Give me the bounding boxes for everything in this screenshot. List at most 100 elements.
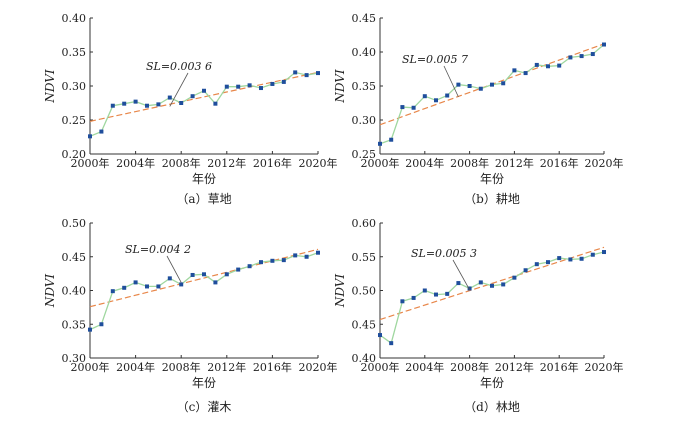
data-point [304, 73, 309, 78]
data-point [281, 79, 286, 84]
data-point [389, 137, 394, 142]
x-tick-label: 2012年 [495, 156, 534, 170]
y-tick-label: 0.25 [352, 148, 377, 161]
trend-line [379, 246, 605, 321]
y-tick-label: 0.60 [352, 217, 377, 230]
x-tick-label: 2004年 [116, 156, 155, 170]
data-point [259, 260, 263, 265]
data-point [202, 272, 206, 277]
y-axis-title: NDVI [43, 69, 57, 104]
y-tick-label: 0.45 [62, 251, 87, 264]
data-point [316, 71, 320, 76]
data-point [456, 82, 461, 87]
data-point [557, 63, 562, 68]
data-point [467, 84, 472, 88]
x-tick-label: 2000年 [361, 360, 400, 374]
x-tick-label: 2020年 [299, 360, 338, 374]
data-point [304, 254, 309, 259]
slope-annotation: SL=0.003 6 [146, 60, 212, 73]
data-point [534, 262, 539, 267]
data-point [400, 299, 405, 304]
data-point [213, 101, 218, 106]
x-tick-label: 2016年 [540, 360, 579, 374]
data-point [133, 280, 138, 285]
annotation-leader [166, 255, 182, 283]
data-point [293, 70, 298, 75]
data-point [512, 275, 517, 280]
data-point [293, 253, 298, 258]
x-tick-label: 2016年 [253, 156, 292, 170]
x-tick-label: 2012年 [207, 360, 246, 374]
y-tick-label: 0.30 [352, 114, 377, 127]
data-point [579, 54, 584, 59]
data-point [145, 103, 149, 108]
data-point [422, 94, 427, 99]
y-tick-label: 0.30 [62, 352, 87, 365]
data-point [259, 86, 263, 91]
data-point [523, 71, 528, 76]
chart-panel-1: 0.20 0.25 0.30 0.35 0.40 2000年 2004年 2008年 2012年… [43, 12, 338, 206]
x-axis-title: 年份 [480, 172, 504, 186]
series-line [89, 252, 319, 331]
y-axis-title: NDVI [333, 69, 347, 104]
data-point [434, 292, 438, 297]
data-point [145, 284, 149, 289]
y-tick-label: 0.35 [62, 46, 87, 59]
x-axis-title: 年份 [480, 376, 504, 390]
data-point [190, 272, 195, 277]
data-point [445, 93, 450, 98]
chart-panel-3: 0.30 0.35 0.40 0.45 0.50 2000年 2004年 2008年 2012年… [43, 217, 338, 414]
data-point [202, 88, 206, 93]
data-point [88, 327, 92, 332]
data-point [378, 141, 382, 146]
y-tick-label: 0.40 [62, 285, 87, 298]
x-axis-title: 年份 [192, 376, 216, 390]
data-point [501, 282, 506, 287]
x-tick-label: 2008年 [450, 156, 489, 170]
data-point [122, 285, 127, 290]
data-point [557, 256, 562, 261]
y-tick-label: 0.40 [352, 352, 377, 365]
data-point [400, 105, 405, 110]
data-point [316, 250, 320, 255]
data-point [156, 284, 161, 289]
slope-annotation: SL=0.004 2 [125, 243, 191, 256]
data-point [568, 257, 573, 262]
data-point [467, 286, 472, 291]
data-point [411, 295, 416, 300]
data-point [378, 333, 382, 338]
x-axis-title: 年份 [192, 172, 216, 186]
x-tick-label: 2020年 [299, 156, 338, 170]
y-tick-label: 0.35 [352, 80, 377, 93]
data-point [179, 282, 184, 287]
data-point [534, 62, 539, 67]
x-tick-label: 2008年 [162, 156, 201, 170]
data-point [224, 84, 229, 89]
data-point [579, 256, 584, 261]
data-point [190, 94, 195, 99]
panel-caption: （d）林地 [464, 400, 520, 414]
data-point [236, 84, 241, 89]
y-axis-title: NDVI [43, 274, 57, 309]
x-tick-label: 2008年 [450, 360, 489, 374]
data-point [122, 101, 127, 106]
data-point [247, 83, 252, 88]
annotation-leader [452, 259, 470, 291]
data-point [167, 276, 172, 281]
x-tick-label: 2004年 [405, 156, 444, 170]
data-point [167, 95, 172, 100]
y-tick-label: 0.35 [62, 318, 87, 331]
data-point [213, 280, 218, 285]
x-tick-label: 2012年 [495, 360, 534, 374]
x-tick-label: 2020年 [585, 156, 624, 170]
y-axis-title: NDVI [333, 274, 347, 309]
y-tick-label: 0.45 [352, 318, 377, 331]
data-point [179, 101, 184, 105]
x-tick-label: 2004年 [405, 360, 444, 374]
data-point [490, 82, 494, 87]
data-point [590, 52, 595, 57]
y-tick-label: 0.30 [62, 80, 87, 93]
data-point [478, 280, 483, 285]
data-point [478, 86, 483, 91]
